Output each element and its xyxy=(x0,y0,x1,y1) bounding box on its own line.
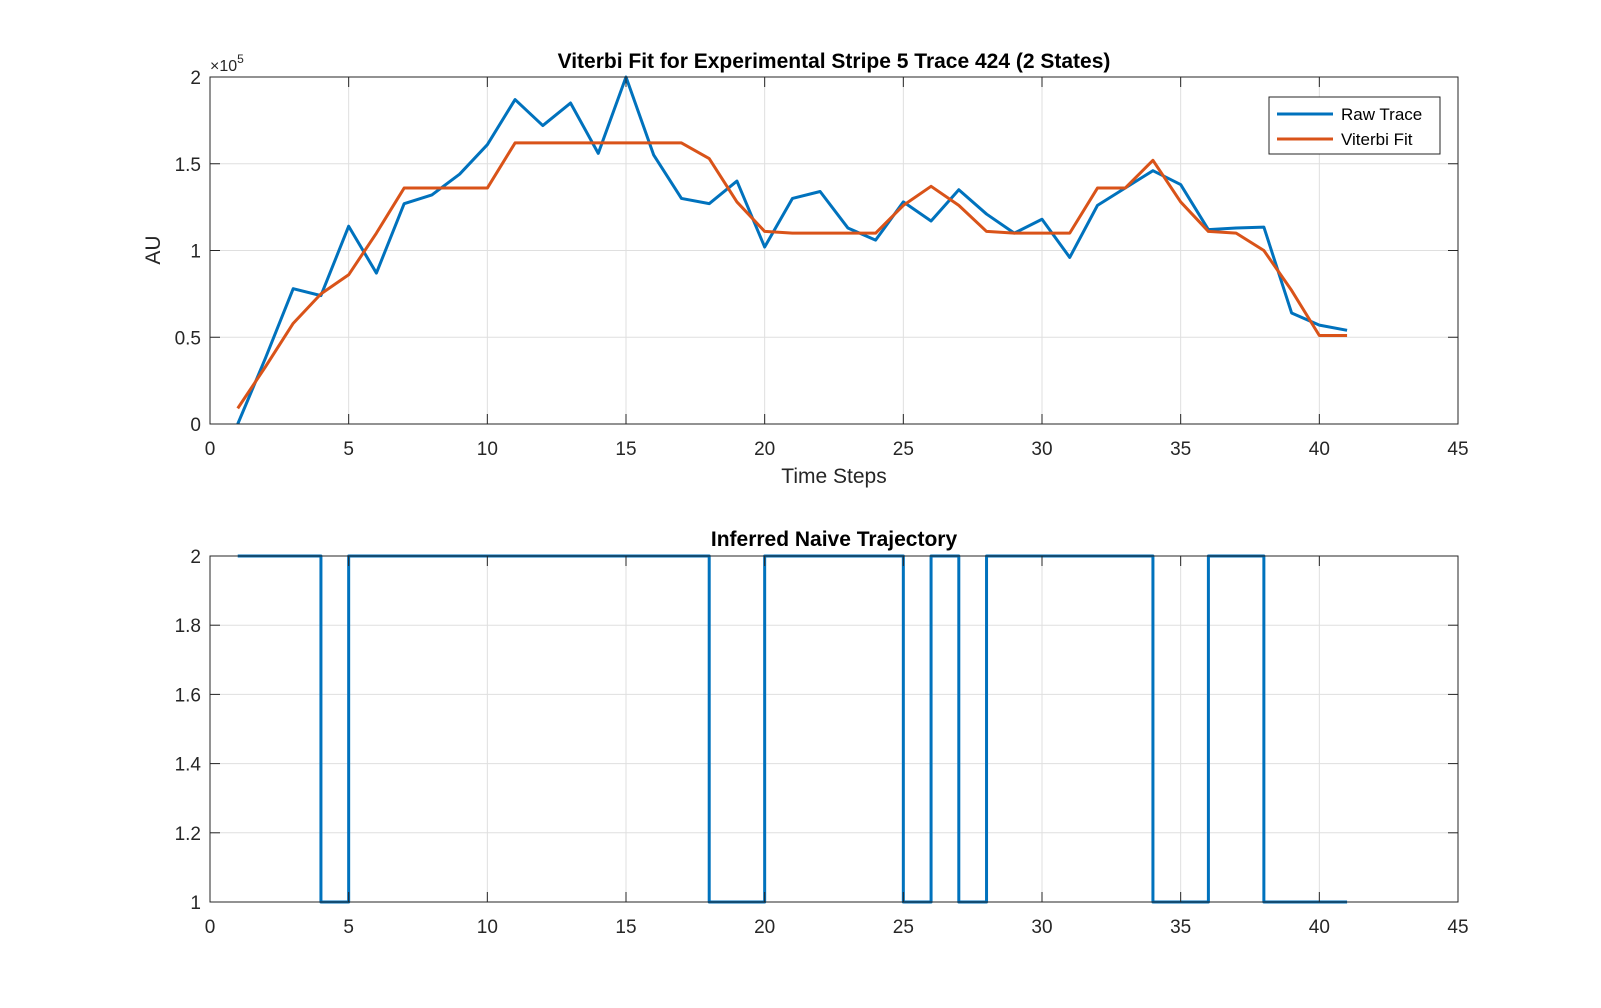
bottom-y-tick-label: 1.6 xyxy=(175,685,201,706)
legend-raw-trace-label: Raw Trace xyxy=(1341,105,1422,124)
top-x-tick-label: 10 xyxy=(477,439,498,460)
naive-trajectory-plot: 0 5 10 15 20 25 30 35 40 45 1 1.2 1.4 1.6 1.8 2 Inferre… xyxy=(175,528,1469,938)
top-x-tick-label: 35 xyxy=(1170,439,1191,460)
bottom-x-tick-label: 20 xyxy=(754,917,775,938)
top-x-tick-label: 25 xyxy=(893,439,914,460)
bottom-y-tick-label: 1.4 xyxy=(175,755,202,776)
legend-viterbi-fit-label: Viterbi Fit xyxy=(1341,130,1413,149)
top-x-axis-label: Time Steps xyxy=(781,465,886,488)
top-y-tick-label: 1 xyxy=(190,242,201,263)
bottom-x-tick-label: 0 xyxy=(205,917,216,938)
top-y-tick-label: 0 xyxy=(190,415,201,436)
bottom-axes-box xyxy=(209,555,1459,903)
top-x-tick-label: 0 xyxy=(205,439,216,460)
bottom-x-tick-label: 45 xyxy=(1447,917,1468,938)
top-x-tick-label: 15 xyxy=(615,439,636,460)
bottom-x-tick-label: 15 xyxy=(615,917,636,938)
bottom-x-tick-label: 40 xyxy=(1309,917,1330,938)
bottom-y-tick-label: 1.2 xyxy=(175,824,201,845)
bottom-y-tick-label: 1.8 xyxy=(175,616,201,637)
top-y-tick-label: 2 xyxy=(190,68,201,89)
top-x-tick-label: 45 xyxy=(1447,439,1468,460)
bottom-x-tick-label: 5 xyxy=(343,917,354,938)
bottom-x-tick-label: 35 xyxy=(1170,917,1191,938)
bottom-x-tick-label: 10 xyxy=(477,917,498,938)
top-viterbi-fit-line xyxy=(236,141,1348,410)
top-y-axis-label: AU xyxy=(142,235,165,264)
top-y-tick-label: 0.5 xyxy=(175,328,201,349)
top-x-tick-label: 5 xyxy=(343,439,354,460)
top-chart-title: Viterbi Fit for Experimental Stripe 5 Tr… xyxy=(558,50,1111,73)
top-y-tick-label: 1.5 xyxy=(175,155,201,176)
bottom-x-tick-label: 30 xyxy=(1031,917,1052,938)
bottom-chart-title: Inferred Naive Trajectory xyxy=(711,528,958,551)
legend: Raw Trace Viterbi Fit xyxy=(1268,96,1441,155)
y-exponent-label: ×105 xyxy=(210,52,244,75)
top-series-group xyxy=(236,75,1348,425)
top-x-tick-label: 20 xyxy=(754,439,775,460)
legend-box xyxy=(1268,96,1441,155)
bottom-x-tick-label: 25 xyxy=(893,917,914,938)
bottom-y-tick-label: 2 xyxy=(190,547,201,568)
top-x-tick-label: 30 xyxy=(1031,439,1052,460)
bottom-ticks: 0 5 10 15 20 25 30 35 40 45 1 1.2 1.4 1.6 1.8 2 xyxy=(175,547,1469,938)
viterbi-fit-plot: 0 5 10 15 20 25 30 35 40 45 0 0.5 1 1.5 2 Viterbi Fit … xyxy=(142,50,1469,488)
top-x-tick-label: 40 xyxy=(1309,439,1330,460)
top-ticks: 0 5 10 15 20 25 30 35 40 45 0 0.5 1 1.5 2 xyxy=(175,68,1469,460)
bottom-y-tick-label: 1 xyxy=(190,893,201,914)
